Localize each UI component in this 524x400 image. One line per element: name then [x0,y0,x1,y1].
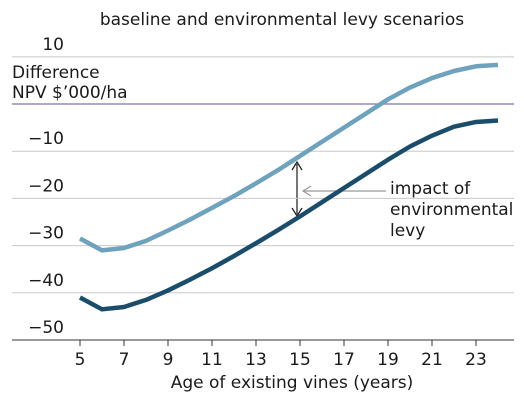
x-tick-label: 21 [421,350,443,370]
annotation: environmental [390,200,513,220]
x-tick-label: 19 [377,350,399,370]
x-tick-label: 7 [119,350,130,370]
y-axis-label: NPV $’000/ha [12,83,128,103]
chart-title: baseline and environmental levy scenario… [100,10,464,30]
annotation-arrows [291,160,386,218]
y-tick-label: −30 [28,224,64,244]
series-line [78,118,499,312]
x-tick-label: 17 [333,350,355,370]
y-tick-label: −20 [28,176,64,196]
x-tick-label: 23 [465,350,487,370]
annotation: impact of [390,179,471,199]
y-tick-label: −40 [28,271,64,291]
y-tick-label: −50 [28,318,64,338]
x-axis-label: Age of existing vines (years) [171,373,414,393]
x-tick-label: 9 [163,350,174,370]
y-axis-label: Difference [12,63,100,83]
series-line [78,62,499,253]
y-tick-label: 10 [42,35,64,55]
y-tick-label: −10 [28,129,64,149]
x-tick-label: 13 [245,350,267,370]
x-tick-label: 11 [201,350,223,370]
annotation: levy [390,221,425,241]
x-tick-label: 15 [289,350,311,370]
x-tick-label: 5 [75,350,86,370]
